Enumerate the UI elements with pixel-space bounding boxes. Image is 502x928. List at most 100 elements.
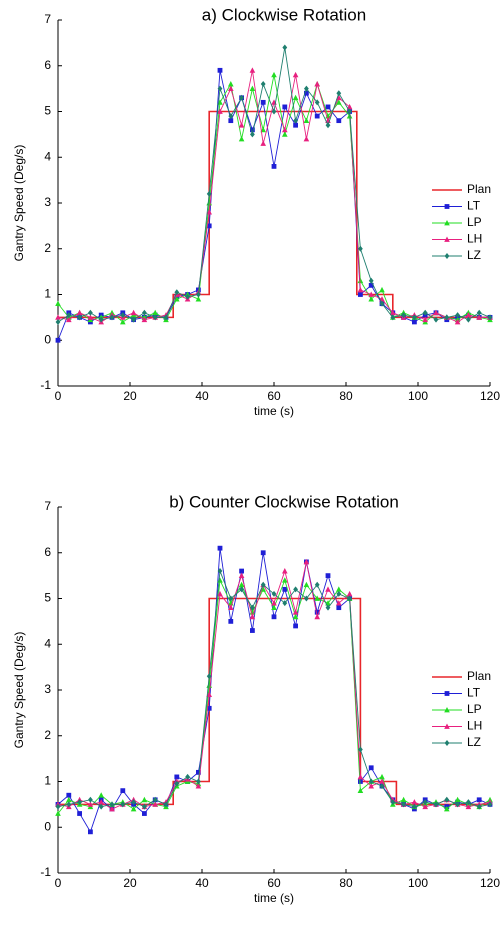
- marker: [368, 277, 374, 284]
- marker: [336, 90, 342, 97]
- y-tick-label: -1: [40, 865, 51, 879]
- y-tick-label: 1: [44, 774, 51, 788]
- marker: [314, 113, 320, 119]
- marker: [98, 316, 104, 323]
- marker: [293, 117, 298, 124]
- marker: [260, 586, 266, 592]
- marker: [152, 796, 158, 803]
- marker: [390, 799, 396, 806]
- marker: [55, 314, 61, 320]
- marker: [357, 286, 364, 293]
- marker: [444, 707, 450, 713]
- y-axis-label: Gantry Speed (Deg/s): [12, 145, 26, 262]
- marker: [358, 245, 363, 252]
- marker: [292, 609, 299, 615]
- marker: [131, 316, 136, 323]
- marker: [303, 135, 310, 142]
- marker: [250, 127, 255, 133]
- marker: [303, 117, 310, 124]
- marker: [66, 316, 72, 323]
- marker: [271, 600, 277, 606]
- marker: [228, 618, 234, 624]
- x-tick-label: 20: [123, 389, 137, 403]
- marker: [325, 122, 331, 129]
- marker: [174, 780, 180, 787]
- marker: [185, 293, 190, 300]
- marker: [217, 545, 223, 551]
- marker: [433, 309, 439, 316]
- marker: [174, 296, 180, 302]
- marker: [325, 104, 331, 110]
- marker: [77, 799, 82, 806]
- marker: [98, 799, 104, 805]
- y-axis-label: Gantry Speed (Deg/s): [12, 632, 26, 749]
- marker: [292, 71, 299, 78]
- marker: [444, 805, 450, 812]
- y-tick-label: 4: [44, 149, 51, 163]
- marker: [454, 796, 461, 803]
- marker: [336, 99, 342, 105]
- marker: [239, 586, 244, 593]
- marker: [88, 309, 93, 316]
- marker: [358, 292, 363, 297]
- marker: [444, 740, 450, 746]
- marker: [238, 135, 245, 142]
- legend-label: LH: [467, 232, 482, 246]
- marker: [152, 314, 158, 321]
- marker: [433, 801, 439, 808]
- marker: [368, 296, 374, 302]
- x-axis-label: time (s): [254, 404, 294, 418]
- marker: [260, 550, 266, 556]
- marker: [77, 314, 82, 321]
- marker: [358, 746, 363, 753]
- x-tick-label: 40: [195, 876, 209, 890]
- marker: [325, 604, 331, 611]
- marker: [282, 568, 288, 574]
- marker: [271, 604, 277, 611]
- marker: [163, 801, 169, 808]
- marker: [379, 778, 385, 784]
- marker: [358, 779, 363, 784]
- marker: [271, 164, 277, 169]
- marker: [368, 778, 374, 785]
- marker: [271, 108, 277, 115]
- marker: [476, 797, 482, 803]
- marker: [293, 122, 298, 128]
- marker: [303, 581, 310, 588]
- marker: [357, 277, 364, 284]
- marker: [195, 783, 202, 789]
- marker: [466, 799, 471, 806]
- marker: [347, 595, 352, 602]
- marker: [66, 312, 72, 319]
- marker: [206, 223, 212, 229]
- marker: [260, 99, 266, 105]
- marker: [346, 103, 353, 110]
- marker: [141, 316, 148, 323]
- y-tick-label: 1: [44, 287, 51, 301]
- marker: [346, 590, 353, 597]
- chart: a) Clockwise Rotation -1 0 1 2 3 4 5 6 7 0 20 40 60 80…: [12, 5, 500, 418]
- marker: [379, 773, 385, 780]
- marker: [55, 810, 61, 816]
- marker: [368, 765, 374, 771]
- x-tick-label: 80: [339, 876, 353, 890]
- marker: [260, 81, 266, 88]
- marker: [271, 590, 277, 597]
- legend-label: LT: [467, 686, 481, 700]
- x-tick-label: 0: [55, 389, 62, 403]
- series-line: [57, 70, 490, 323]
- marker: [120, 801, 126, 808]
- legend-label: LZ: [467, 248, 481, 262]
- marker: [465, 312, 472, 318]
- marker: [260, 581, 266, 588]
- y-tick-label: 3: [44, 682, 51, 696]
- marker: [142, 309, 147, 316]
- marker: [142, 811, 147, 816]
- x-tick-label: 80: [339, 389, 353, 403]
- marker: [238, 581, 245, 588]
- marker: [250, 628, 255, 633]
- marker: [206, 209, 212, 215]
- y-tick-label: 6: [44, 545, 51, 559]
- marker: [238, 572, 245, 579]
- marker: [120, 788, 126, 794]
